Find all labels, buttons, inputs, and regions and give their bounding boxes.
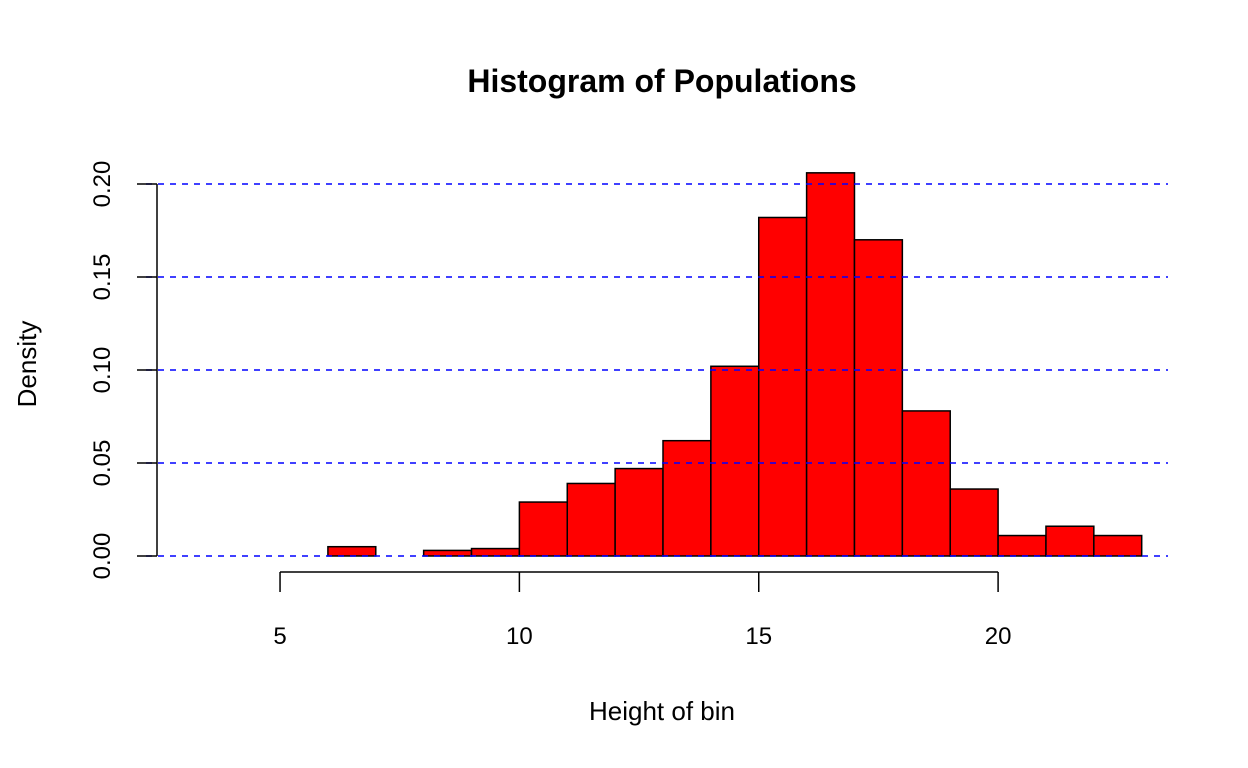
histogram-bar	[662, 439, 712, 557]
chart-title: Histogram of Populations	[467, 63, 856, 99]
histogram-bar	[997, 534, 1047, 557]
histogram-bar	[470, 547, 521, 557]
y-tick-label: 0.20	[89, 161, 116, 208]
histogram-bar	[710, 365, 760, 557]
histogram-bar	[1045, 525, 1095, 557]
y-tick-label: 0.00	[89, 533, 116, 580]
histogram-bar	[949, 488, 999, 557]
histogram-bar	[518, 501, 569, 557]
x-tick-label: 20	[985, 623, 1012, 650]
y-tick-label: 0.15	[89, 254, 116, 301]
x-tick-label: 10	[506, 623, 533, 650]
histogram-bar	[757, 216, 808, 557]
histogram-bar	[853, 239, 904, 557]
histogram-bar	[327, 545, 377, 557]
x-axis-label: Height of bin	[589, 696, 735, 726]
y-tick-label: 0.05	[89, 440, 116, 487]
y-axis: 0.00 0.05 0.10 0.15 0.20	[89, 161, 158, 580]
histogram-bars	[327, 172, 1143, 557]
histogram-bar	[422, 549, 473, 557]
histogram-bar	[614, 467, 664, 557]
x-tick-label: 5	[273, 623, 286, 650]
grid-lines	[146, 183, 1168, 557]
histogram-bar	[566, 482, 616, 557]
x-axis: 5 10 15 20	[273, 571, 1012, 650]
y-axis-label: Density	[12, 321, 42, 408]
x-tick-label: 15	[745, 623, 772, 650]
histogram-bar	[901, 410, 951, 557]
y-tick-label: 0.10	[89, 347, 116, 394]
histogram-bar	[805, 172, 856, 557]
histogram-bar	[1093, 534, 1143, 557]
